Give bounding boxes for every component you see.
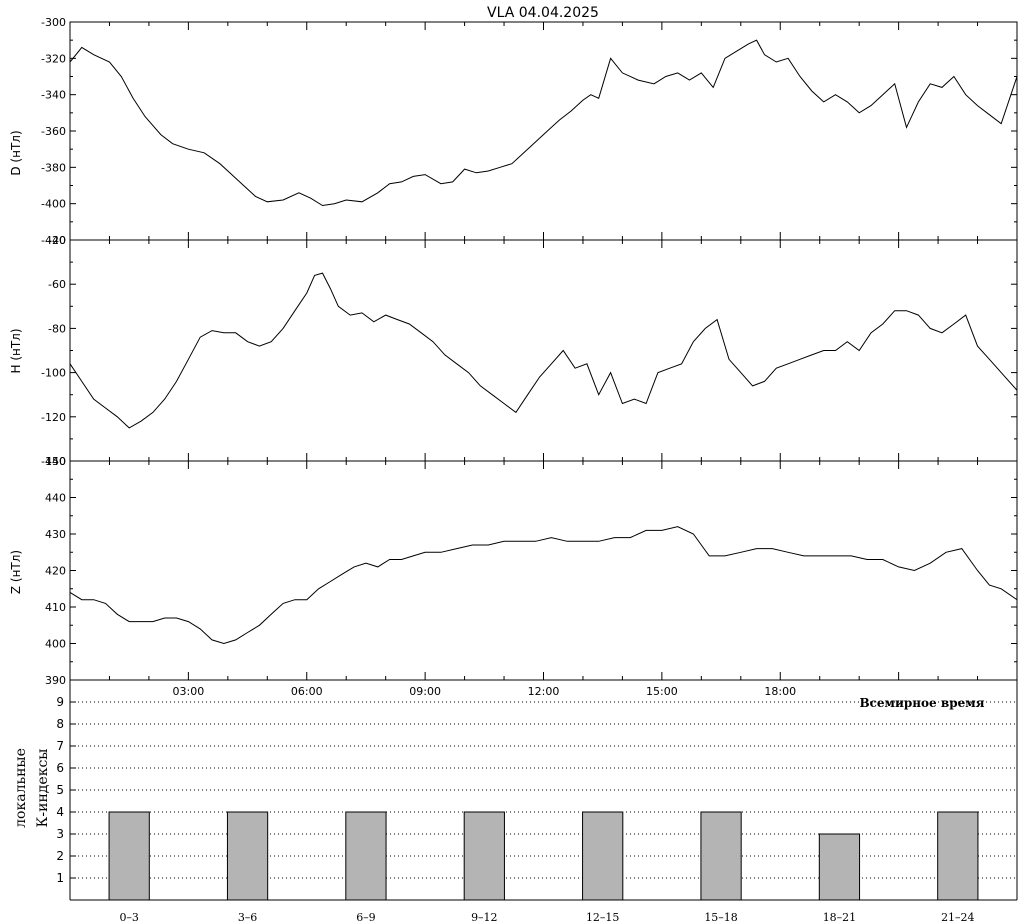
panel-h: H (нТл) -140 -120 -100 -80 -60 -40 <box>9 234 1018 468</box>
time-tick-label: 15:00 <box>646 685 678 698</box>
k-category-label: 9–12 <box>471 911 498 921</box>
k-category-label: 15–18 <box>704 911 738 921</box>
ytick-label-h: -100 <box>41 367 66 380</box>
frame-z <box>69 460 1018 681</box>
k-ylabel-line2: К-индексы <box>35 749 51 828</box>
k-ylabel-line1: локальные <box>13 748 29 828</box>
ytick-label-z: 400 <box>45 638 66 651</box>
ytick-label-d: -320 <box>41 52 66 65</box>
k-ytick-label: 6 <box>56 761 64 775</box>
ylabel-h: H (нТл) <box>9 328 23 373</box>
k-category-label: 18–21 <box>823 911 857 921</box>
k-bar <box>937 811 979 901</box>
frame-d <box>69 21 1018 241</box>
k-category-label: 3–6 <box>238 911 258 921</box>
k-bar <box>463 811 505 901</box>
time-tick-label: 03:00 <box>173 685 205 698</box>
panel-z: Z (нТл) 390 400 410 420 430 440 450 <box>9 455 1018 687</box>
k-ytick-label: 1 <box>56 871 64 885</box>
k-ytick-label: 8 <box>56 717 64 731</box>
k-ytick-label: 9 <box>56 695 64 709</box>
time-axis-label: Всемирное время <box>859 696 984 710</box>
series-line-z <box>69 526 1018 645</box>
series-line-d <box>69 39 1018 207</box>
ylabel-d: D (нТл) <box>9 130 23 175</box>
ytick-label-z: 420 <box>45 565 66 578</box>
series-line-h <box>69 272 1018 429</box>
k-category-label: 0–3 <box>119 911 139 921</box>
ytick-label-h: -140 <box>41 455 66 468</box>
k-category-label: 6–9 <box>356 911 376 921</box>
k-bar <box>582 811 624 901</box>
ytick-label-z: 410 <box>45 601 66 614</box>
k-ytick-label: 2 <box>56 849 64 863</box>
time-tick-label: 06:00 <box>291 685 323 698</box>
k-ytick-label: 3 <box>56 827 64 841</box>
ytick-label-d: -300 <box>41 16 66 29</box>
panel-d: D (нТл) -420 -400 -380 -360 -340 -320 -300 <box>9 16 1018 247</box>
k-bar <box>700 811 742 901</box>
chart-title: VLA 04.04.2025 <box>487 5 599 21</box>
ytick-label-z: 450 <box>45 455 66 468</box>
ytick-label-d: -360 <box>41 125 66 138</box>
ytick-label-d: -400 <box>41 198 66 211</box>
time-tick-label: 18:00 <box>764 685 796 698</box>
ytick-label-d: -340 <box>41 89 66 102</box>
k-ytick-label: 5 <box>56 783 64 797</box>
k-category-label: 21–24 <box>941 911 975 921</box>
k-ytick-label: 7 <box>56 739 64 753</box>
ytick-label-d: -380 <box>41 161 66 174</box>
ytick-label-h: -80 <box>48 322 66 335</box>
ytick-label-h: -120 <box>41 411 66 424</box>
k-ytick-label: 4 <box>56 805 64 819</box>
k-bar <box>108 811 150 901</box>
panel-k-index: локальные К-индексы 1 2 3 4 5 6 7 8 9 0–3 3–6 6–9 9–… <box>13 680 1018 921</box>
ytick-label-h: -40 <box>48 234 66 247</box>
ytick-label-d: -420 <box>41 234 66 247</box>
time-tick-label: 12:00 <box>528 685 560 698</box>
k-bar <box>226 811 269 901</box>
ylabel-z: Z (нТл) <box>9 550 23 594</box>
k-bar <box>345 811 387 901</box>
frame-h <box>69 239 1018 462</box>
ytick-label-h: -60 <box>48 278 66 291</box>
ytick-label-z: 390 <box>45 674 66 687</box>
k-category-label: 12–15 <box>586 911 620 921</box>
ytick-label-z: 440 <box>45 492 66 505</box>
time-tick-label: 09:00 <box>409 685 441 698</box>
ytick-label-z: 430 <box>45 528 66 541</box>
k-bar <box>818 833 861 901</box>
